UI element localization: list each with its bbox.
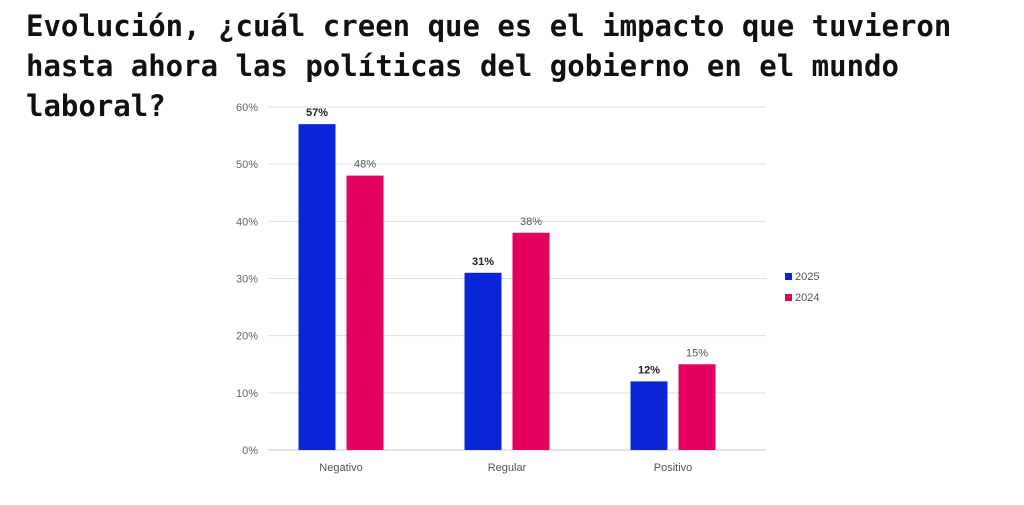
y-tick-label: 0% bbox=[242, 445, 258, 457]
y-tick-label: 40% bbox=[236, 216, 258, 228]
chart-title: Evolución, ¿cuál creen que es el impacto… bbox=[26, 9, 952, 123]
x-category-label: Negativo bbox=[319, 462, 362, 474]
bars bbox=[298, 124, 716, 451]
legend-label: 2024 bbox=[795, 292, 819, 304]
data-label: 38% bbox=[520, 216, 542, 228]
x-category-label: Positivo bbox=[654, 462, 693, 474]
bar-2025-positivo bbox=[630, 381, 668, 450]
legend-swatch-2024 bbox=[785, 294, 792, 301]
y-tick-label: 50% bbox=[236, 159, 258, 171]
bar-2024-negativo bbox=[346, 175, 384, 450]
bar-2024-positivo bbox=[678, 364, 716, 450]
y-axis-ticks: 0% 10% 20% 30% 40% 50% 60% bbox=[236, 102, 258, 457]
data-label: 31% bbox=[472, 256, 494, 268]
data-labels: 57% 48% 31% 38% 12% 15% bbox=[306, 107, 708, 376]
data-label: 12% bbox=[638, 364, 660, 376]
legend-label: 2025 bbox=[795, 271, 819, 283]
bar-2025-regular bbox=[464, 272, 502, 450]
data-label: 15% bbox=[686, 347, 708, 359]
bar-2025-negativo bbox=[298, 124, 336, 451]
bar-2024-regular bbox=[512, 232, 550, 450]
data-label: 48% bbox=[354, 159, 376, 171]
legend: 2025 2024 bbox=[785, 271, 819, 304]
y-tick-label: 10% bbox=[236, 388, 258, 400]
y-tick-label: 30% bbox=[236, 274, 258, 286]
y-tick-label: 20% bbox=[236, 331, 258, 343]
y-tick-label: 60% bbox=[236, 102, 258, 114]
legend-swatch-2025 bbox=[785, 273, 792, 280]
x-axis-categories: Negativo Regular Positivo bbox=[319, 462, 692, 474]
x-category-label: Regular bbox=[488, 462, 527, 474]
data-label: 57% bbox=[306, 107, 328, 119]
